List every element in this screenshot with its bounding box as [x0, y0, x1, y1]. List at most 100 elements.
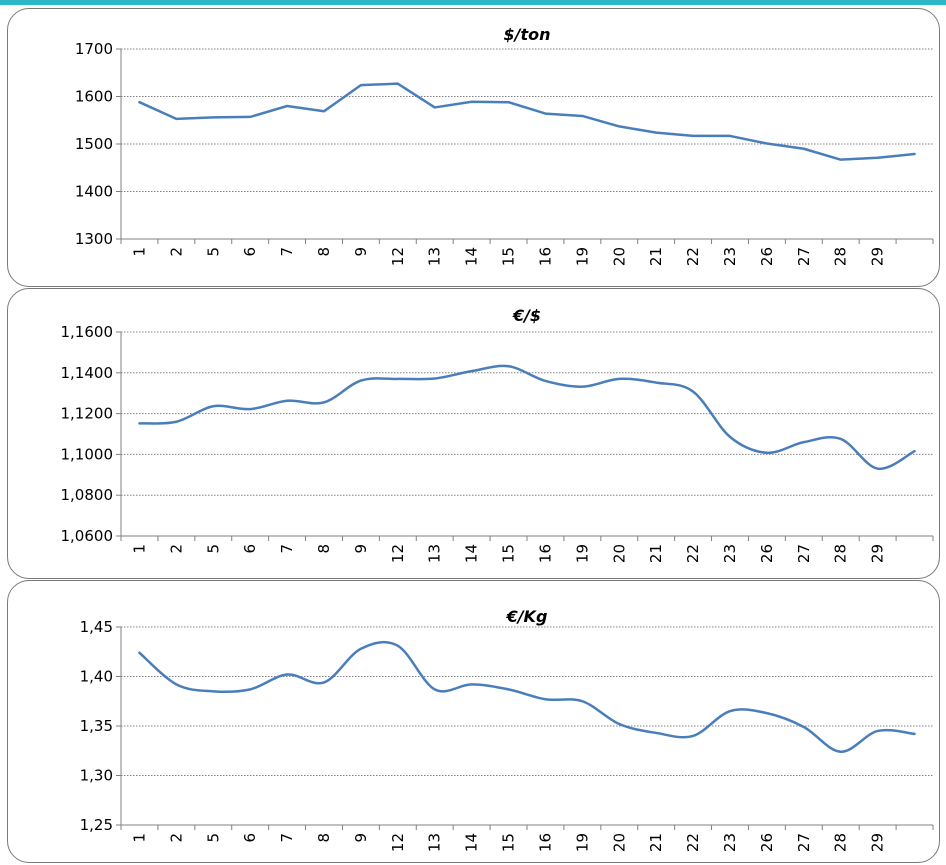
x-tick-label: 6: [241, 247, 259, 257]
data-point: [433, 105, 437, 109]
y-tick-label: 1,1200: [61, 405, 114, 423]
data-point: [359, 83, 363, 87]
x-tick-label: 8: [315, 247, 333, 257]
data-point: [507, 687, 511, 691]
data-point: [876, 729, 880, 733]
x-tick-label: 2: [167, 247, 185, 257]
chart-panel-eur-usd: €/$ 1,0600 1,0800 1,1000 1,1200 1,1400 1,1600 1…: [7, 288, 940, 579]
top-accent-bar: [0, 0, 946, 5]
x-tick-label: 8: [315, 833, 333, 843]
data-point: [137, 421, 141, 425]
x-tick-label: 29: [869, 833, 887, 852]
x-tick-label: 7: [278, 544, 296, 554]
x-tick-label: 20: [610, 247, 628, 266]
data-point: [876, 156, 880, 160]
x-tick-label: 1: [130, 247, 148, 257]
series-line-usd-ton: [138, 82, 916, 161]
y-tick-label: 1,45: [80, 618, 113, 636]
chart-title: $/ton: [503, 25, 550, 44]
data-point: [765, 711, 769, 715]
data-point: [728, 709, 732, 713]
data-point: [543, 697, 547, 701]
y-tick-label: 1,25: [80, 816, 113, 834]
x-tick-label: 1: [130, 544, 148, 554]
data-point: [433, 687, 437, 691]
x-tick-label: 22: [684, 544, 702, 563]
data-point: [137, 100, 141, 104]
data-point: [913, 152, 917, 156]
x-tick-label: 23: [721, 833, 739, 852]
x-tick-label: 22: [684, 833, 702, 852]
x-tick-label: 28: [832, 544, 850, 563]
x-tick-label: 29: [869, 544, 887, 563]
x-tick-label: 27: [795, 544, 813, 563]
y-tick-label: 1600: [75, 88, 113, 106]
x-tick-label: 8: [315, 544, 333, 554]
x-tick-label: 19: [573, 247, 591, 266]
data-point: [322, 109, 326, 113]
data-point: [580, 114, 584, 118]
data-point: [802, 440, 806, 444]
data-point: [470, 682, 474, 686]
data-point: [654, 731, 658, 735]
x-tick-label: 15: [500, 833, 518, 852]
y-tick-label: 1,35: [80, 717, 113, 735]
data-point: [876, 467, 880, 471]
data-point: [174, 682, 178, 686]
data-point: [802, 725, 806, 729]
data-point: [507, 100, 511, 104]
data-point: [617, 124, 621, 128]
data-point: [285, 399, 289, 403]
chart-title: €/$: [512, 306, 541, 325]
data-point: [248, 687, 252, 691]
data-point: [359, 647, 363, 651]
x-tick-label: 23: [721, 544, 739, 563]
x-tick-label: 5: [204, 833, 222, 843]
x-tick-label: 12: [389, 833, 407, 852]
data-point: [248, 115, 252, 119]
data-point: [691, 134, 695, 138]
x-tick-label: 27: [795, 247, 813, 266]
y-tick-label: 1,0600: [61, 527, 114, 545]
x-tick-label: 13: [426, 544, 444, 563]
data-point: [396, 377, 400, 381]
x-tick-label: 16: [536, 544, 554, 563]
x-tick-label: 22: [684, 247, 702, 266]
data-point: [728, 134, 732, 138]
data-point: [913, 449, 917, 453]
chart-panel-eur-kg: €/Kg 1,25 1,30 1,35 1,40 1,45 1 2 5 6 7 8 9 12 13 14 15 1…: [7, 580, 940, 863]
y-tick-label: 1,0800: [61, 486, 114, 504]
y-tick-label: 1700: [75, 40, 113, 58]
chart-panel-usd-ton: $/ton 1300 1400 1500 1600 1700 1 2 5 6 7 8 9 12 13 14 15…: [7, 8, 940, 287]
x-tick-label: 16: [536, 833, 554, 852]
data-point: [617, 377, 621, 381]
x-tick-label: 6: [241, 544, 259, 554]
y-tick-label: 1300: [75, 230, 113, 248]
x-tick-label: 15: [500, 247, 518, 266]
x-tick-label: 13: [426, 833, 444, 852]
data-point: [765, 451, 769, 455]
x-tick-label: 21: [647, 833, 665, 852]
data-point: [765, 142, 769, 146]
data-point: [211, 404, 215, 408]
y-tick-label: 1400: [75, 183, 113, 201]
chart-eur-usd: €/$ 1,0600 1,0800 1,1000 1,1200 1,1400 1,1600 1…: [61, 306, 934, 563]
x-tick-label: 20: [610, 833, 628, 852]
x-tick-label: 28: [832, 247, 850, 266]
data-point: [543, 379, 547, 383]
x-tick-label: 23: [721, 247, 739, 266]
x-tick-label: 9: [352, 544, 370, 554]
series-line-eur-kg: [138, 640, 916, 753]
data-point: [285, 673, 289, 677]
data-point: [174, 420, 178, 424]
chart-eur-kg: €/Kg1,251,301,351,401,451 2 5 6 7 8 9 12 13 14 15 1…: [80, 607, 934, 852]
data-point: [839, 750, 843, 754]
x-tick-label: 14: [463, 544, 481, 563]
data-point: [728, 435, 732, 439]
y-tick-label: 1,30: [80, 767, 113, 785]
x-tick-label: 19: [573, 544, 591, 563]
x-tick-label: 5: [204, 247, 222, 257]
data-point: [396, 82, 400, 86]
data-point: [654, 131, 658, 135]
data-point: [691, 734, 695, 738]
